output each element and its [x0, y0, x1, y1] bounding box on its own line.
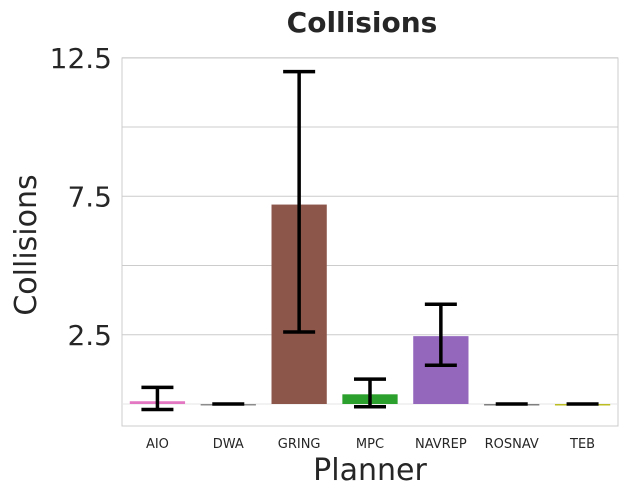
x-tick-label: GRING	[278, 437, 321, 452]
y-tick-label: 12.5	[50, 42, 112, 75]
x-tick-label: ROSNAV	[485, 437, 539, 452]
y-axis-label: Collisions	[9, 174, 44, 315]
x-tick-label: DWA	[213, 437, 244, 452]
chart-title: Collisions	[287, 6, 438, 39]
y-tick-label: 7.5	[67, 180, 112, 213]
error-bars	[141, 69, 599, 412]
y-tick-label: 2.5	[67, 319, 112, 352]
error-bar-gring	[283, 69, 316, 334]
y-tick-labels: 2.5 7.5 12.5	[50, 42, 112, 352]
error-bar-mpc	[354, 377, 386, 409]
x-tick-labels: AIO DWA GRING MPC NAVREP ROSNAV TEB	[146, 437, 595, 452]
error-bar-navrep	[424, 302, 457, 367]
x-tick-label: NAVREP	[415, 437, 467, 452]
x-tick-label: MPC	[356, 437, 384, 452]
error-bar-aio	[141, 385, 174, 412]
x-axis-label: Planner	[313, 453, 427, 488]
plot-area	[121, 57, 619, 427]
x-tick-label: AIO	[146, 437, 169, 452]
x-tick-label: TEB	[569, 437, 595, 452]
